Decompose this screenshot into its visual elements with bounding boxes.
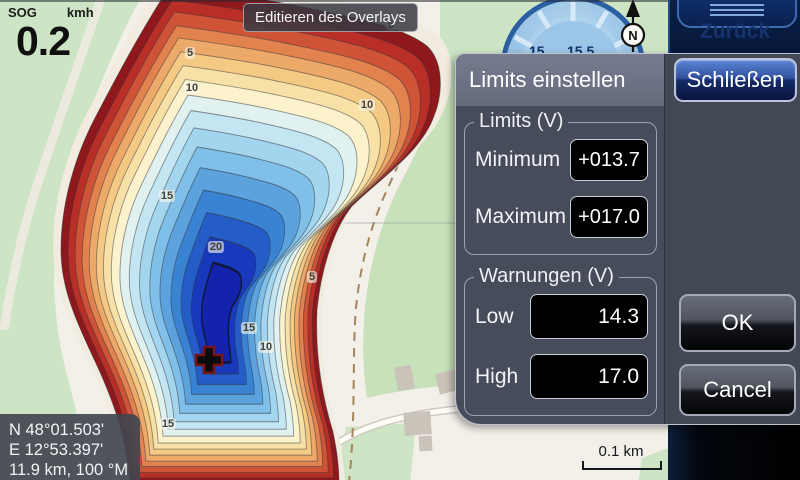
depth-label: 10 (358, 99, 376, 111)
depth-label: 5 (306, 271, 318, 283)
maximum-label: Maximum (475, 205, 567, 228)
dialog-body: Limits (V) Minimum +013.7 Maximum +017.0… (456, 106, 664, 424)
depth-label: 15 (158, 190, 176, 202)
dialog-left-pane: Limits einstellen Limits (V) Minimum +01… (456, 54, 664, 424)
svg-text:N: N (628, 28, 637, 43)
latitude-text: N 48°01.503' (9, 421, 105, 439)
position-box: N 48°01.503' E 12°53.397' 11.9 km, 100 °… (0, 414, 140, 480)
longitude-text: E 12°53.397' (9, 441, 104, 459)
dialog-button-pane: Schließen OK Cancel (664, 54, 800, 424)
warnings-group-legend: Warnungen (V) (474, 265, 619, 288)
scale-bar (582, 461, 662, 470)
dialog-title: Limits einstellen (456, 54, 664, 106)
lake-bathymetry (53, 0, 452, 480)
map-cursor-icon (194, 345, 224, 375)
maximum-field[interactable]: +017.0 (570, 196, 648, 238)
overlay-edit-banner: Editieren des Overlays (243, 3, 418, 32)
sog-label: SOG (8, 5, 37, 20)
limits-group-legend: Limits (V) (474, 110, 569, 133)
minimum-label: Minimum (475, 148, 561, 171)
depth-label: 10 (183, 82, 201, 94)
grip-lines-icon (710, 4, 764, 19)
sidebar-bottom-panel (668, 425, 800, 480)
low-field[interactable]: 14.3 (530, 294, 648, 339)
warnings-group: Warnungen (V) Low 14.3 High 17.0 (464, 265, 657, 416)
limits-group: Limits (V) Minimum +013.7 Maximum +017.0 (464, 110, 657, 255)
low-label: Low (475, 304, 514, 328)
high-label: High (475, 364, 519, 388)
sog-unit: kmh (66, 5, 94, 20)
depth-label: 15 (159, 418, 177, 430)
menu-sidebar: Zurück (668, 0, 800, 53)
sog-value: 0.2 (16, 18, 71, 64)
high-field[interactable]: 17.0 (530, 354, 648, 399)
north-arrow-icon: N (620, 0, 646, 52)
back-button[interactable]: Zurück (699, 20, 770, 43)
depth-label: 20 (207, 241, 225, 253)
cancel-button[interactable]: Cancel (679, 364, 796, 416)
top-border-line (0, 0, 668, 2)
sog-overlay-widget[interactable]: SOG kmh 0.2 (8, 5, 94, 65)
depth-label: 15 (240, 322, 258, 334)
ok-button[interactable]: OK (679, 294, 796, 352)
buildings (394, 364, 465, 452)
scale-bar-label: 0.1 km (598, 443, 644, 460)
limits-dialog: Limits einstellen Limits (V) Minimum +01… (455, 53, 800, 425)
range-bearing-text: 11.9 km, 100 °M (9, 461, 129, 479)
close-button[interactable]: Schließen (674, 58, 797, 102)
depth-label: 5 (184, 47, 196, 59)
minimum-field[interactable]: +013.7 (570, 139, 648, 181)
menu-grip-handle[interactable] (677, 0, 797, 28)
depth-label: 10 (257, 341, 275, 353)
